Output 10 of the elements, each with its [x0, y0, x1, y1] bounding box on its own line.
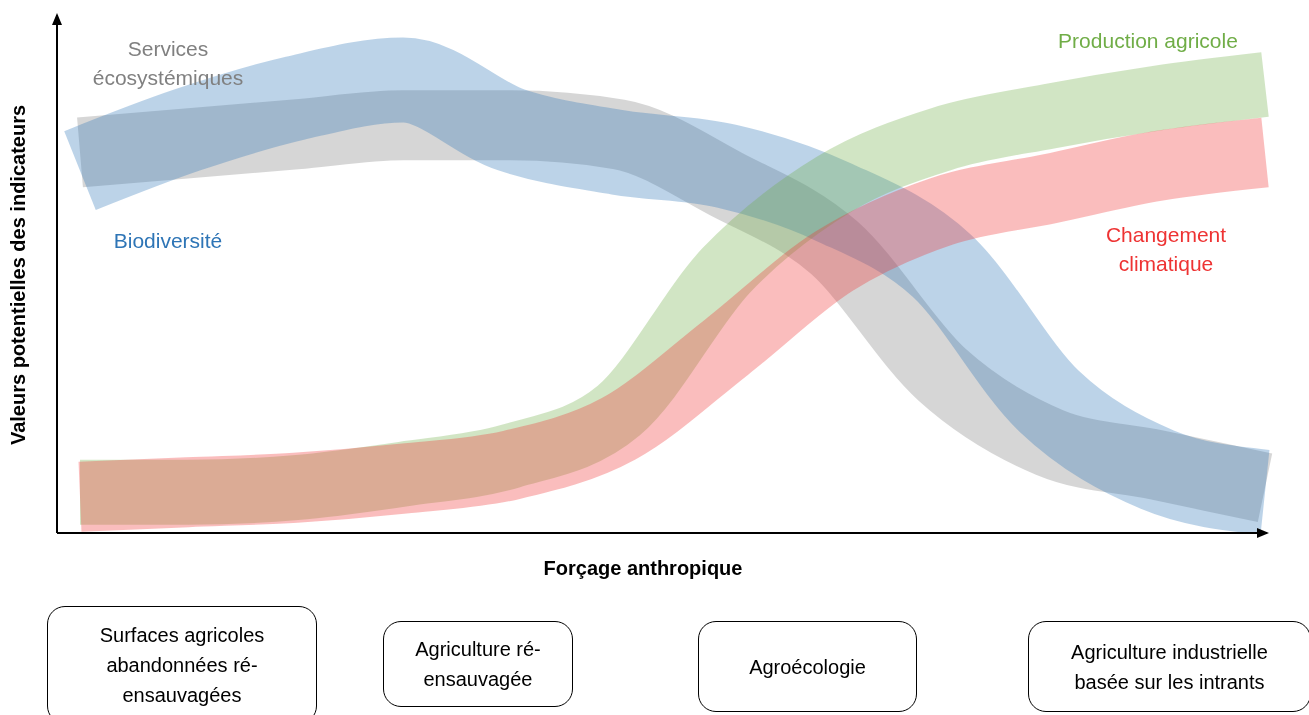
text: Changement climatique — [1104, 222, 1228, 277]
y-axis-title: Valeurs potentielles des indicateurs — [6, 104, 30, 446]
text: Agroécologie — [749, 654, 866, 680]
x-axis-title: Forçage anthropique — [543, 556, 743, 580]
text: Biodiversité — [112, 228, 224, 254]
text: Agriculture industrielle basée sur les intrants — [1070, 639, 1269, 695]
text: Surfaces agricoles abandonnées ré-ensauvagées — [98, 623, 266, 708]
text: Services écosystémiques — [91, 36, 245, 91]
series-label: Production agricole — [1057, 28, 1239, 54]
text: Agriculture ré-ensauvagée — [414, 637, 542, 692]
